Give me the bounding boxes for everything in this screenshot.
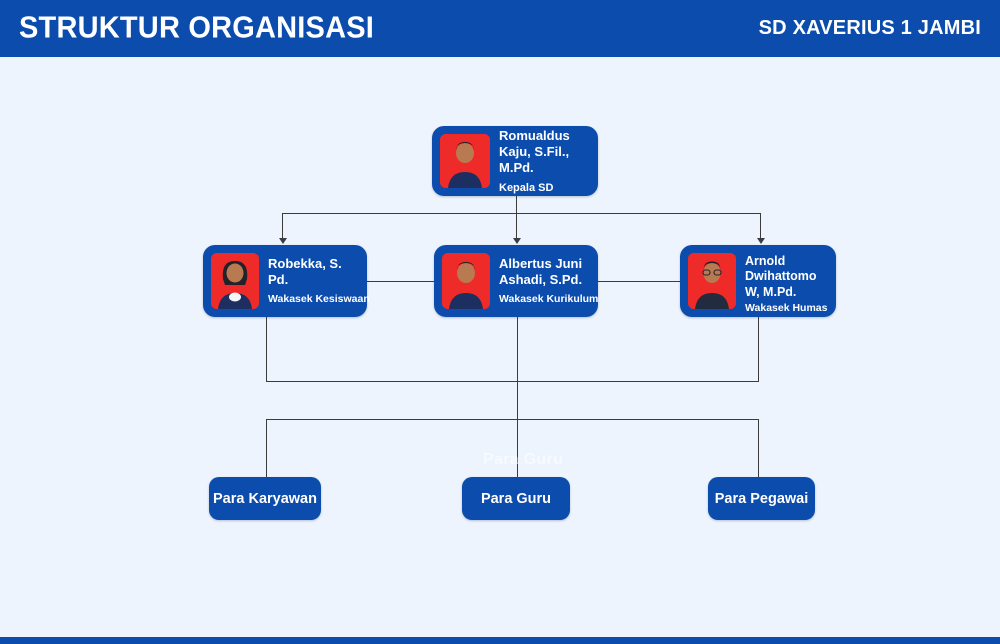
connector-drop-karyawan	[266, 419, 267, 477]
card-wakasek-humas: Arnold Dwihattomo W, M.Pd. Wakasek Humas	[680, 245, 836, 317]
card-kepala-sd: Romualdus Kaju, S.Fil., M.Pd. Kepala SD	[432, 126, 598, 196]
connector-kurikulum-humas	[598, 281, 680, 282]
card-wakasek-kesiswaan: Robekka, S. Pd. Wakasek Kesiswaan	[203, 245, 370, 317]
arrowhead-humas-icon	[757, 238, 765, 244]
card-para-karyawan: Para Karyawan	[209, 477, 321, 520]
para-karyawan-label: Para Karyawan	[213, 490, 317, 507]
page-title: STRUKTUR ORGANISASI	[19, 11, 375, 45]
para-guru-label: Para Guru	[480, 490, 552, 507]
connector-drop-humas	[760, 213, 761, 239]
card-wakasek-kurikulum: Albertus Juni Ashadi, S.Pd. Wakasek Kuri…	[434, 245, 598, 317]
wakasek-kurikulum-name: Albertus Juni Ashadi, S.Pd.	[499, 256, 583, 288]
wakasek-humas-name: Arnold Dwihattomo W, M.Pd.	[745, 254, 817, 299]
wakasek-humas-role: Wakasek Humas	[745, 301, 828, 314]
connector-kesiswaan-kurikulum	[367, 281, 434, 282]
connector-root-stem	[516, 196, 517, 213]
connector-drop-pegawai	[758, 419, 759, 477]
header-bar: STRUKTUR ORGANISASI SD XAVERIUS 1 JAMBI	[0, 0, 1000, 57]
card-para-pegawai: Para Pegawai	[708, 477, 815, 520]
connector-drop-kurikulum	[516, 213, 517, 239]
photo-wakasek-humas	[688, 253, 736, 309]
connector-level2-rail	[282, 213, 761, 214]
card-para-guru: Para Guru	[462, 477, 570, 520]
ghost-text: Para Guru	[483, 451, 564, 468]
connector-drop-guru	[517, 419, 518, 477]
arrowhead-kesiswaan-icon	[279, 238, 287, 244]
photo-kepala-sd	[440, 134, 490, 188]
photo-wakasek-kesiswaan	[211, 253, 259, 309]
wakasek-kurikulum-role: Wakasek Kurikulum	[499, 293, 599, 306]
para-pegawai-label: Para Pegawai	[714, 490, 809, 507]
kepala-role: Kepala SD	[499, 181, 554, 194]
connector-drop-kesiswaan	[282, 213, 283, 239]
wakasek-kesiswaan-role: Wakasek Kesiswaan	[268, 293, 370, 306]
kepala-name: Romualdus Kaju, S.Fil., M.Pd.	[499, 128, 570, 175]
connector-down-left	[266, 317, 267, 381]
photo-wakasek-kurikulum	[442, 253, 490, 309]
connector-upper-rail	[266, 381, 759, 382]
arrowhead-kurikulum-icon	[513, 238, 521, 244]
connector-lower-rail	[266, 419, 759, 420]
connector-down-center	[517, 317, 518, 419]
school-name: SD XAVERIUS 1 JAMBI	[758, 17, 981, 39]
connector-down-right	[758, 317, 759, 381]
wakasek-kesiswaan-name: Robekka, S. Pd.	[268, 256, 342, 288]
footer-bar	[0, 637, 1000, 644]
